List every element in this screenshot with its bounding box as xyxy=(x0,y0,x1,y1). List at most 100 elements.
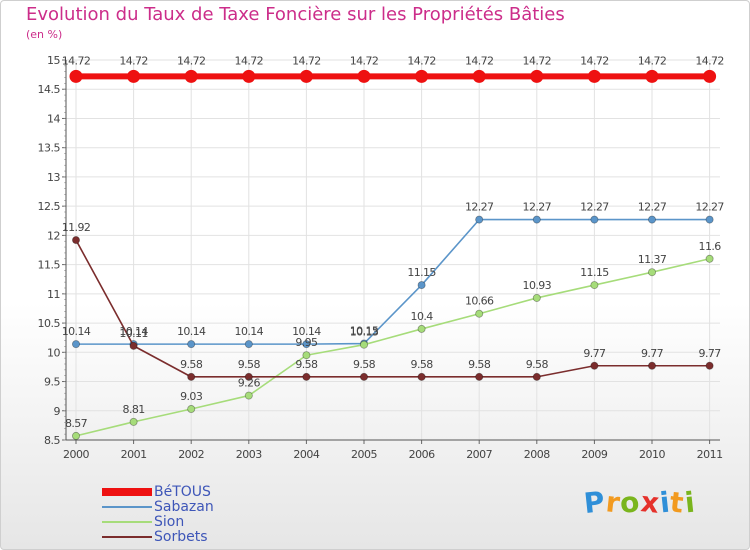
y-tick-label: 13.5 xyxy=(38,142,61,155)
data-point xyxy=(472,69,486,83)
data-label: 10.66 xyxy=(465,295,494,308)
data-point xyxy=(187,405,196,414)
data-label: 9.03 xyxy=(180,390,203,403)
data-label: 14.72 xyxy=(350,54,379,67)
data-label: 14.72 xyxy=(465,54,494,67)
chart-unit-label: (en %) xyxy=(26,28,63,41)
x-tick-label: 2004 xyxy=(293,448,319,461)
data-point xyxy=(69,69,83,83)
series-line-sion xyxy=(75,257,710,437)
data-label: 10.15 xyxy=(350,325,379,338)
proxiti-logo: Proxiti xyxy=(582,484,697,521)
data-label: 9.77 xyxy=(583,347,606,360)
data-point xyxy=(648,361,657,370)
data-label: 12.27 xyxy=(523,201,552,214)
data-point xyxy=(187,340,196,349)
data-point xyxy=(587,69,601,83)
series-line-sabazan xyxy=(76,218,710,345)
data-label: 14.72 xyxy=(62,54,91,67)
x-tick-label: 2003 xyxy=(236,448,262,461)
y-tick-label: 12 xyxy=(47,229,60,242)
data-label: 14.72 xyxy=(695,54,724,67)
data-label: 14.72 xyxy=(177,54,206,67)
data-label: 9.77 xyxy=(641,347,664,360)
data-label: 12.27 xyxy=(465,201,494,214)
data-label: 10.14 xyxy=(177,325,206,338)
data-point xyxy=(127,69,141,83)
x-tick-label: 2002 xyxy=(178,448,204,461)
y-tick-label: 14.5 xyxy=(38,83,61,96)
data-point xyxy=(705,215,714,224)
data-point xyxy=(244,391,253,400)
data-label: 14.72 xyxy=(235,54,264,67)
logo-letter: P xyxy=(582,484,608,521)
data-point xyxy=(72,236,81,245)
data-point xyxy=(705,254,714,263)
data-point xyxy=(475,215,484,224)
legend-label: Sion xyxy=(154,514,185,530)
data-point xyxy=(129,341,138,350)
data-label: 11.15 xyxy=(407,266,436,279)
data-label: 10.14 xyxy=(235,325,264,338)
data-label: 9.77 xyxy=(699,347,722,360)
y-tick-label: 10 xyxy=(47,346,60,359)
y-tick-label: 14 xyxy=(47,112,60,125)
data-point xyxy=(359,340,368,349)
data-point xyxy=(302,372,311,381)
data-point xyxy=(357,69,371,83)
data-point xyxy=(242,69,256,83)
x-tick-label: 2005 xyxy=(351,448,377,461)
data-label: 10.93 xyxy=(523,279,552,292)
data-label: 9.58 xyxy=(180,358,203,371)
x-tick-label: 2001 xyxy=(121,448,147,461)
legend-swatch xyxy=(102,506,152,508)
data-point xyxy=(129,417,138,426)
data-label: 9.58 xyxy=(353,358,376,371)
data-point xyxy=(417,372,426,381)
data-point xyxy=(187,372,196,381)
legend-label: Sabazan xyxy=(154,499,214,515)
data-point xyxy=(417,324,426,333)
legend-swatch xyxy=(102,536,152,538)
data-label: 9.95 xyxy=(295,336,318,349)
data-point xyxy=(184,69,198,83)
data-point xyxy=(302,340,311,349)
data-label: 11.6 xyxy=(699,240,722,253)
data-point xyxy=(359,372,368,381)
legend-swatch xyxy=(102,488,152,496)
data-point xyxy=(590,215,599,224)
data-point xyxy=(590,281,599,290)
y-tick-label: 15 xyxy=(47,54,60,67)
legend-label: BéTOUS xyxy=(154,484,211,500)
y-tick-label: 12.5 xyxy=(38,200,61,213)
data-label: 9.58 xyxy=(411,358,434,371)
y-tick-label: 13 xyxy=(47,171,60,184)
x-tick-label: 2000 xyxy=(63,448,89,461)
data-point xyxy=(590,361,599,370)
data-point xyxy=(417,281,426,290)
data-point xyxy=(648,215,657,224)
data-label: 9.58 xyxy=(295,358,318,371)
logo-letter: i xyxy=(682,485,697,520)
data-label: 11.92 xyxy=(62,221,91,234)
data-label: 9.58 xyxy=(238,358,261,371)
data-label: 14.72 xyxy=(292,54,321,67)
data-label: 12.27 xyxy=(638,201,667,214)
data-point xyxy=(705,361,714,370)
data-label: 9.58 xyxy=(468,358,491,371)
data-point xyxy=(648,268,657,277)
data-point xyxy=(645,69,659,83)
data-point xyxy=(72,431,81,440)
data-point xyxy=(72,340,81,349)
data-point xyxy=(475,309,484,318)
x-tick-label: 2008 xyxy=(524,448,550,461)
data-label: 10.14 xyxy=(119,325,148,338)
data-label: 10.4 xyxy=(411,310,434,323)
data-point xyxy=(532,293,541,302)
data-label: 10.14 xyxy=(292,325,321,338)
data-label: 9.58 xyxy=(526,358,549,371)
y-tick-label: 11.5 xyxy=(38,259,61,272)
data-label: 14.72 xyxy=(580,54,609,67)
